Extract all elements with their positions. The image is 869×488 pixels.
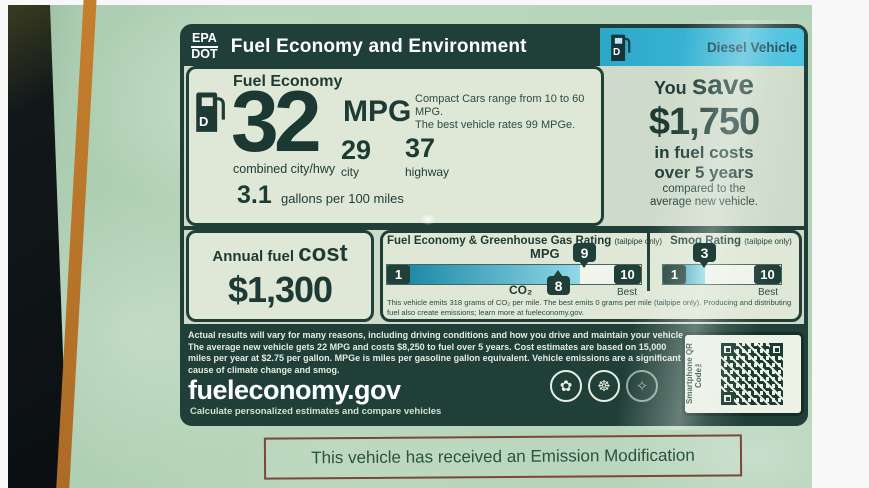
fuel-economy-heading: Fuel Economy — [233, 73, 343, 90]
diesel-badge-letter: D — [613, 47, 621, 58]
smog-title-qualifier: (tailpipe only) — [744, 237, 792, 246]
agency-dot: DOT — [191, 47, 218, 61]
ghg-bar-fill — [387, 265, 581, 284]
label-header: EPA DOT Fuel Economy and Environment D D… — [184, 28, 804, 66]
footer-disclaimer: Actual results will vary for many reason… — [188, 330, 686, 375]
smog-rating-pin: 3 — [693, 243, 716, 268]
mpg-pin-label: MPG — [530, 246, 560, 261]
gallons-per-100mi-value: 3.1 — [237, 181, 272, 209]
qr-finder-icon — [721, 392, 734, 405]
label-title: Fuel Economy and Environment — [230, 36, 527, 57]
annual-fuel-prefix: Annual fuel — [212, 248, 295, 265]
co2-rating-pin: 8 — [547, 270, 570, 295]
emission-modification-sticker: This vehicle has received an Emission Mo… — [263, 434, 743, 480]
website-tagline: Calculate personalized estimates and com… — [190, 406, 442, 417]
highway-mpg-value: 37 — [405, 133, 436, 163]
class-note-line1: Compact Cars range from 10 to 60 MPG. — [415, 93, 585, 118]
dot-seal-icon — [588, 370, 620, 402]
you-save-section: You save $1,750 in fuel costs over 5 yea… — [608, 69, 800, 209]
city-mpg-value: 29 — [341, 135, 372, 165]
city-caption: city — [341, 165, 359, 179]
you-save-lead: You — [654, 78, 687, 98]
ghg-title-text: Fuel Economy & Greenhouse Gas Rating — [387, 235, 612, 247]
annual-fuel-cost-heading: Annual fuel cost — [189, 240, 371, 268]
ghg-scale-min: 1 — [387, 265, 410, 284]
class-note-line2: The best vehicle rates 99 MPGe. — [415, 119, 576, 131]
agency-epa: EPA — [191, 31, 218, 48]
smog-rating-title: Smog Rating (tailpipe only) — [663, 235, 799, 247]
qr-code-icon — [721, 343, 783, 405]
annual-fuel-emphasis: cost — [298, 240, 348, 267]
partner-seal-icon — [626, 370, 658, 402]
diesel-badge-letter: D — [199, 114, 209, 129]
ghg-title-qualifier: (tailpipe only) — [614, 237, 663, 246]
fuel-pump-icon: D — [195, 89, 227, 133]
vehicle-type-text: Diesel Vehicle — [706, 39, 797, 55]
smog-rating-bar: 1 10 — [662, 264, 782, 285]
ghg-best-caption: Best — [617, 287, 638, 298]
smog-title-text: Smog Rating — [670, 235, 742, 247]
ghg-rating-bar: 1 10 — [386, 264, 642, 285]
fuel-economy-label: EPA DOT Fuel Economy and Environment D D… — [180, 24, 808, 426]
epa-seal-icon — [550, 370, 582, 402]
fuel-pump-icon: D — [610, 33, 632, 61]
fuel-type-banner: D Diesel Vehicle — [600, 28, 804, 66]
combined-mpg-value: 32 — [231, 74, 322, 170]
qr-code-panel: Smartphone QR Code™ — [682, 332, 804, 416]
savings-line2: over 5 years — [654, 163, 754, 182]
agency-logo: EPA DOT — [191, 31, 218, 62]
annual-fuel-cost-amount: $1,300 — [227, 269, 333, 310]
vehicle-class-note: Compact Cars range from 10 to 60 MPG. Th… — [415, 93, 597, 132]
fuel-economy-section: D Fuel Economy 32 MPG combined city/hwy … — [186, 66, 604, 226]
ghg-rating-title: Fuel Economy & Greenhouse Gas Rating (ta… — [387, 235, 662, 247]
emissions-note: This vehicle emits 318 grams of CO₂ per … — [387, 298, 792, 317]
smog-scale-max: 10 — [754, 265, 781, 284]
qr-finder-icon — [721, 343, 734, 356]
fueleconomy-gov-text: fueleconomy.gov — [188, 375, 401, 405]
qr-caption: Smartphone QR Code™ — [685, 343, 703, 405]
mpg-unit: MPG — [343, 95, 412, 128]
annual-fuel-cost-section: Annual fuel cost $1,300 — [186, 230, 374, 322]
glare-spot — [420, 214, 436, 225]
co2-pin-label: CO₂ — [509, 283, 533, 297]
highway-caption: highway — [405, 165, 450, 179]
savings-line1: in fuel costs — [654, 143, 754, 162]
smog-scale-min: 1 — [663, 265, 686, 284]
savings-line4: average new vehicle. — [649, 196, 759, 208]
section-divider — [184, 226, 804, 230]
ratings-section: Fuel Economy & Greenhouse Gas Rating (ta… — [380, 230, 802, 322]
gallons-per-100mi-caption: gallons per 100 miles — [281, 191, 404, 206]
qr-finder-icon — [770, 343, 783, 356]
smog-best-caption: Best — [758, 287, 779, 298]
ratings-divider — [647, 233, 650, 291]
you-save-heading: You save — [608, 69, 800, 101]
label-footer: Actual results will vary for many reason… — [184, 324, 804, 422]
you-save-emphasis: save — [691, 69, 754, 100]
ghg-scale-max: 10 — [614, 265, 641, 284]
savings-amount: $1,750 — [648, 101, 760, 143]
mpg-rating-pin: 9 — [573, 243, 596, 268]
combined-caption: combined city/hwy — [233, 162, 336, 176]
savings-line3: compared to the — [662, 183, 746, 195]
